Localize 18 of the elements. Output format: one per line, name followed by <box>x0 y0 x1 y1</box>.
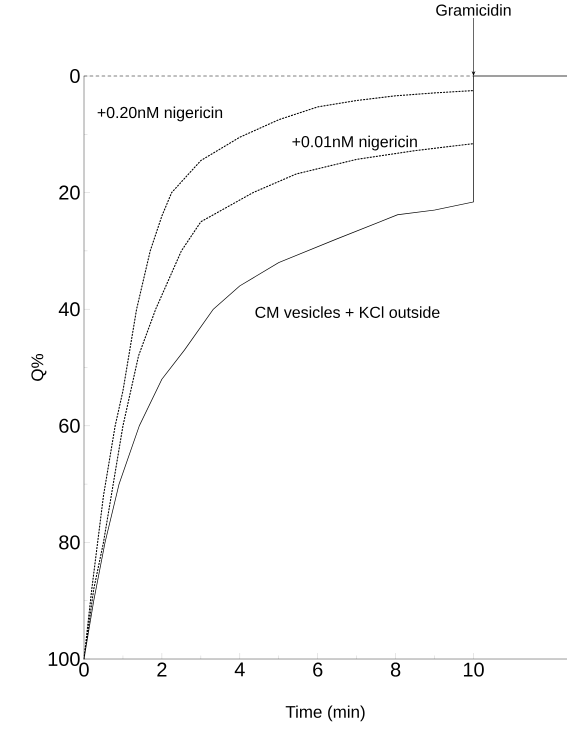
x-tick-label: 0 <box>79 662 89 677</box>
series-label: CM vesicles + KCl outside <box>255 306 440 318</box>
y-tick-label: 60 <box>59 418 80 433</box>
y-tick-label: 0 <box>70 68 80 84</box>
x-tick-label: 10 <box>464 662 484 677</box>
y-tick-label: 20 <box>59 186 80 200</box>
series-label: +0.01nM nigericin <box>292 136 417 150</box>
x-tick-label: 6 <box>313 662 322 677</box>
x-tick-label: 4 <box>234 662 245 676</box>
series-label: +0.20nM nigericin <box>98 106 222 122</box>
annotation: Gramicidin <box>436 4 511 16</box>
x-tick-label: 2 <box>157 662 166 676</box>
y-tick-label: 40 <box>58 302 80 316</box>
y-tick-label: 80 <box>59 535 80 550</box>
x-axis-title: Time (min) <box>286 705 365 722</box>
x-tick-label: 8 <box>390 662 400 677</box>
y-axis-title: Q% <box>31 354 46 381</box>
y-tick-label: 100 <box>48 652 80 666</box>
